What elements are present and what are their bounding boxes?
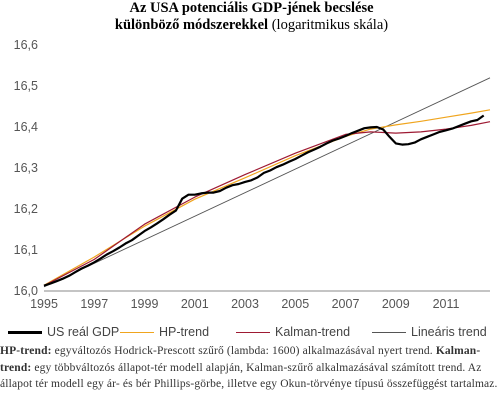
y-tick-label: 16,3	[14, 161, 38, 175]
x-tick-label: 1999	[131, 297, 159, 311]
legend-swatch	[120, 331, 154, 334]
legend-item: US reál GDP	[8, 325, 119, 339]
title-line-2-bold: különböző módszerekkel	[114, 17, 269, 33]
legend-item: HP-trend	[120, 325, 209, 339]
legend-label: US reál GDP	[47, 325, 120, 339]
chart-title: Az USA potenciális GDP-jének becslése kü…	[0, 0, 503, 34]
legend-swatch	[8, 331, 42, 335]
chart-notes: HP-trend: egyváltozós Hodrick-Prescott s…	[0, 343, 503, 393]
legend-swatch	[236, 331, 270, 334]
y-tick-label: 16,2	[14, 202, 38, 216]
x-tick-label: 2003	[231, 297, 259, 311]
legend-item: Lineáris trend	[372, 325, 487, 339]
line-chart: 16,0 16,1 16,2 16,3 16,4 16,5 16,6 1995 1997 1999…	[14, 38, 491, 311]
y-tick-label: 16,0	[14, 284, 38, 298]
x-tick-label: 1997	[80, 297, 108, 311]
y-tick-label: 16,6	[14, 38, 38, 52]
x-tick-label: 1995	[30, 297, 58, 311]
x-tick-label: 2007	[332, 297, 360, 311]
note-term: Kalman-trend:	[0, 345, 481, 374]
series-line-hp-trend	[43, 109, 491, 286]
note-text: egyváltozós Hodrick-Prescott szűrő (lamb…	[51, 345, 436, 357]
legend-label: Lineáris trend	[411, 325, 487, 339]
series-line-line-ris-trend	[43, 77, 491, 288]
legend-swatch	[372, 331, 406, 334]
series-line-kalman-trend	[43, 121, 491, 287]
y-tick-label: 16,5	[14, 79, 38, 93]
note-text: egy többváltozós állapot-tér modell alap…	[0, 361, 498, 391]
legend-label: HP-trend	[159, 325, 210, 339]
note-term: HP-trend:	[0, 345, 52, 357]
x-tick-label: 2005	[281, 297, 309, 311]
y-tick-label: 16,4	[14, 120, 38, 134]
x-tick-label: 2011	[433, 297, 460, 311]
x-tick-label: 2009	[382, 297, 410, 311]
x-tick-label: 2001	[181, 297, 209, 311]
legend-item: Kalman-trend	[236, 325, 350, 339]
title-line-2-normal: (logaritmikus skála)	[268, 17, 389, 33]
title-line-1: Az USA potenciális GDP-jének becslése	[129, 0, 374, 16]
legend-label: Kalman-trend	[275, 325, 351, 339]
y-tick-label: 16,1	[14, 243, 38, 257]
series-line-us-re-l-gdp	[43, 114, 485, 287]
